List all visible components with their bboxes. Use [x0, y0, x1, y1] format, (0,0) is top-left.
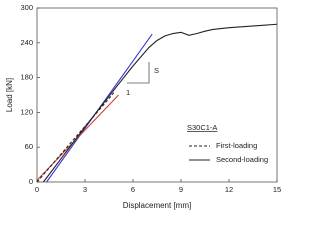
plot-frame: [36, 7, 278, 183]
y-tick-label: 240: [20, 38, 33, 47]
chart: Displacement [mm] Load [kN] S 1 S30C1-A …: [5, 3, 281, 210]
x-tick-label: 12: [225, 185, 233, 194]
slope-triangle: [127, 62, 150, 84]
reference-line: [36, 94, 119, 181]
slope-label: 1: [126, 88, 130, 97]
slope-label: S: [154, 66, 159, 75]
x-tick-label: 3: [83, 185, 87, 194]
series-line: [42, 23, 278, 183]
legend-label: First-loading: [216, 141, 257, 150]
x-tick-label: 0: [35, 185, 39, 194]
y-tick-label: 180: [20, 73, 33, 82]
series-line: [36, 92, 115, 183]
y-axis-title: Load [kN]: [5, 78, 14, 112]
x-axis-title: Displacement [mm]: [123, 201, 191, 210]
legend-label: Second-loading: [216, 155, 268, 164]
y-tick-label: 120: [20, 107, 33, 116]
x-tick-label: 6: [131, 185, 135, 194]
x-tick-label: 9: [179, 185, 183, 194]
y-tick-label: 60: [25, 142, 33, 151]
x-tick-label: 15: [273, 185, 281, 194]
specimen-label: S30C1-A: [187, 123, 217, 132]
y-tick-label: 0: [29, 177, 33, 186]
y-tick-label: 300: [20, 3, 33, 12]
